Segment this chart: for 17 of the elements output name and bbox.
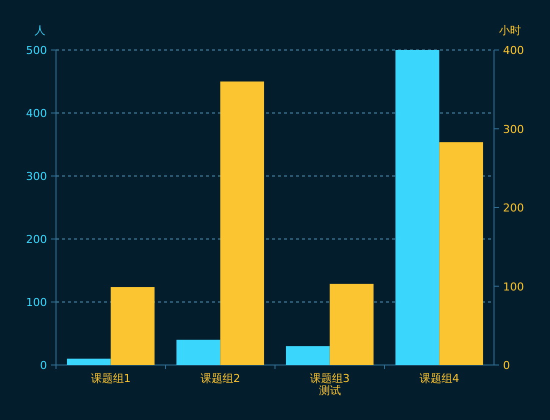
y2-tick-label: 200 [503,202,524,214]
x-tick-label: 课题组4 [419,372,460,385]
y-tick-label: 200 [26,233,47,246]
y-axis-title: 人 [34,24,46,37]
y-tick-label: 100 [26,296,47,309]
y-tick-label: 500 [26,44,47,57]
y2-tick-label: 300 [503,122,524,136]
y-tick-label: 0 [40,359,47,372]
x-tick-label: 课题组3 测试 [310,372,350,397]
x-tick-label: 课题组1 [90,372,131,385]
y2-tick-label: 100 [503,280,524,294]
x-tick-label: 课题组2 [200,372,240,385]
y2-axis-title: 小时 [499,24,521,37]
y2-tick-label: 400 [503,44,524,57]
y2-tick-label: 0 [503,359,510,372]
y-tick-label: 300 [26,170,47,183]
y-tick-label: 400 [26,107,47,120]
